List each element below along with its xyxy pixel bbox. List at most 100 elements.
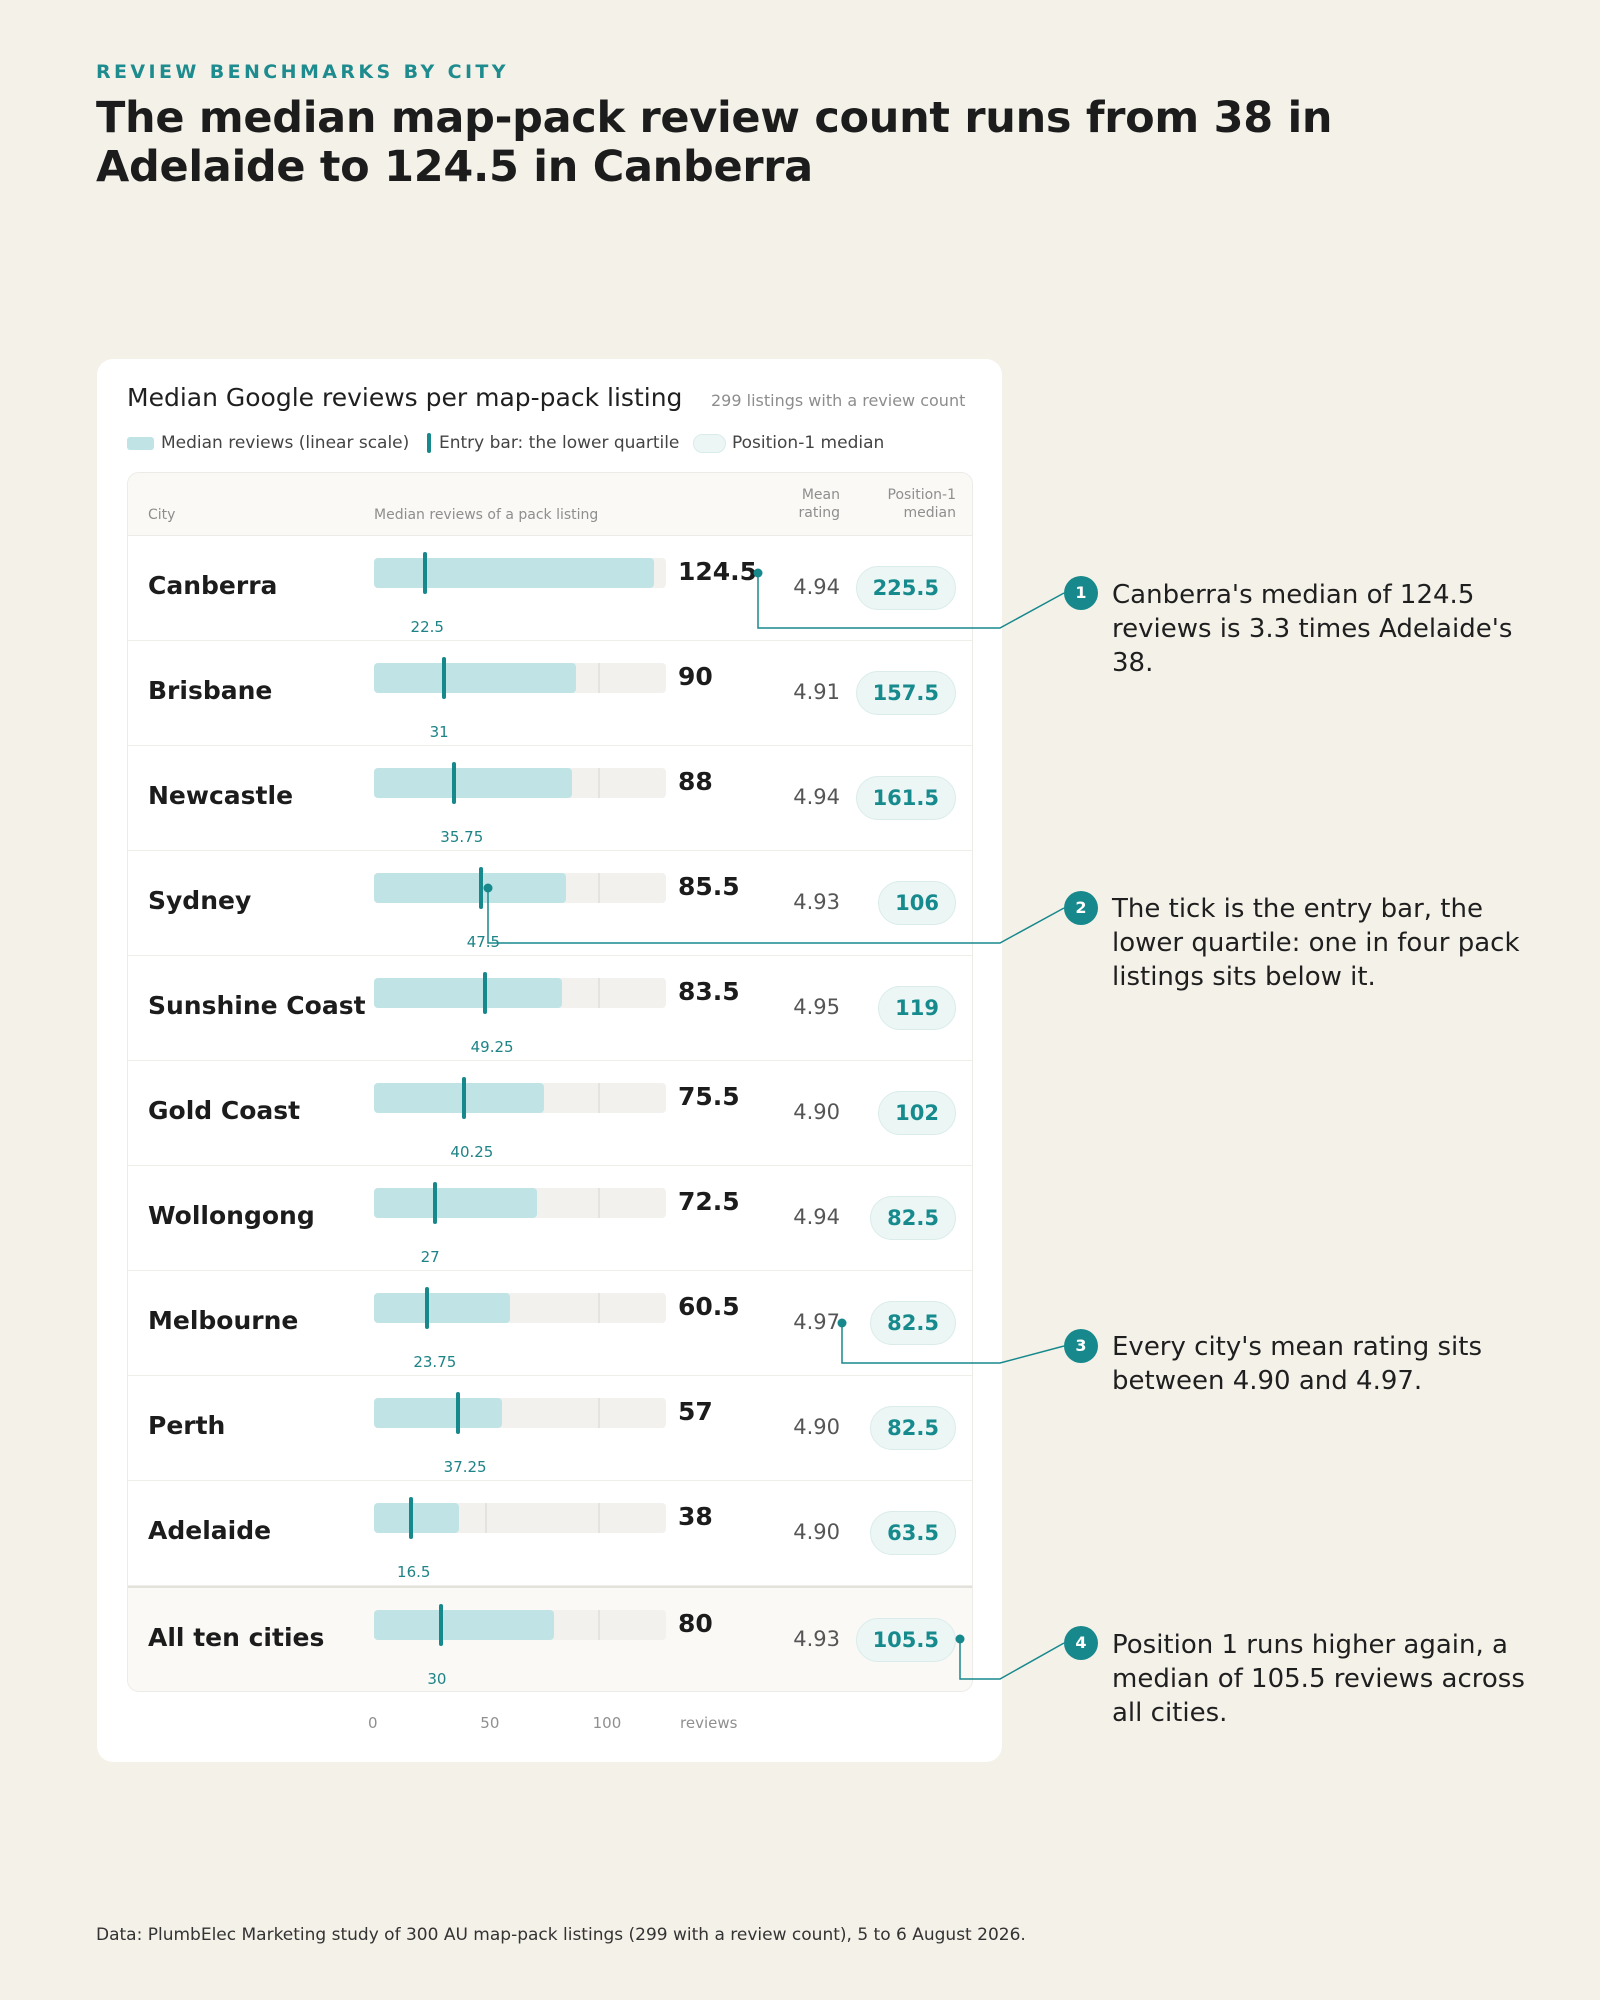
lower-quartile-tick [425, 1287, 430, 1329]
median-value: 75.5 [678, 1082, 740, 1111]
city-name: Canberra [148, 571, 278, 600]
median-bar [374, 1188, 537, 1218]
table-row: Wollongong 27 72.5 4.94 82.5 [128, 1166, 972, 1271]
table-row: Canberra 22.5 124.5 4.94 225.5 [128, 536, 972, 641]
legend-item-entry: Entry bar: the lower quartile [427, 433, 679, 453]
mean-rating: 4.93 [793, 1627, 840, 1651]
legend-item-position1: Position-1 median [693, 433, 884, 453]
lower-quartile-label: 47.5 [466, 933, 501, 951]
median-bar-track: 31 [374, 657, 666, 741]
median-bar [374, 1398, 503, 1428]
table-header: City Median reviews of a pack listing Me… [128, 473, 972, 536]
entry-tick-swatch-icon [427, 433, 431, 453]
mean-rating: 4.90 [793, 1415, 840, 1439]
median-bar-track: 22.5 [374, 552, 666, 636]
lower-quartile-tick [482, 972, 487, 1014]
leader-dot-2 [483, 883, 493, 893]
median-value: 57 [678, 1397, 713, 1426]
median-bar [374, 1503, 460, 1533]
table-row: Melbourne 23.75 60.5 4.97 82.5 [128, 1271, 972, 1376]
chart-title: Median Google reviews per map-pack listi… [127, 383, 683, 412]
lower-quartile-label: 30 [427, 1670, 447, 1688]
lower-quartile-label: 49.25 [470, 1038, 514, 1056]
benchmark-table: City Median reviews of a pack listing Me… [127, 472, 973, 1692]
city-name: Brisbane [148, 676, 273, 705]
x-tick-label: 50 [480, 1714, 500, 1732]
median-bar-track: 35.75 [374, 762, 666, 846]
gridline [597, 1398, 600, 1428]
position1-median-pill: 82.5 [870, 1406, 956, 1450]
median-value: 72.5 [678, 1187, 740, 1216]
median-bar [374, 873, 567, 903]
median-bar [374, 768, 572, 798]
lower-quartile-tick [409, 1497, 414, 1539]
gridline [597, 1293, 600, 1323]
lower-quartile-label: 37.25 [443, 1458, 487, 1476]
median-bar [374, 663, 577, 693]
legend-item-median: Median reviews (linear scale) [127, 433, 409, 453]
city-name: Perth [148, 1411, 226, 1440]
table-row: Sunshine Coast 49.25 83.5 4.95 119 [128, 956, 972, 1061]
gridline [597, 768, 600, 798]
median-value: 80 [678, 1609, 713, 1638]
lower-quartile-label: 27 [420, 1248, 440, 1266]
position1-median-pill: 102 [878, 1091, 956, 1135]
header-rating-line2: rating [798, 505, 840, 521]
table-row: Brisbane 31 90 4.91 157.5 [128, 641, 972, 746]
city-name: Melbourne [148, 1306, 299, 1335]
median-value: 83.5 [678, 977, 740, 1006]
leader-line-4 [959, 1639, 1065, 1680]
median-bar-track: 49.25 [374, 972, 666, 1056]
median-value: 60.5 [678, 1292, 740, 1321]
gridline [597, 1610, 600, 1640]
footnote: Data: PlumbElec Marketing study of 300 A… [96, 1925, 1026, 1945]
mean-rating: 4.97 [793, 1310, 840, 1334]
leader-line-1 [757, 573, 1065, 629]
mean-rating: 4.94 [793, 1205, 840, 1229]
lower-quartile-tick [441, 657, 446, 699]
city-name: All ten cities [148, 1623, 325, 1652]
header-position1: Position-1 median [888, 486, 956, 522]
table-row: Perth 37.25 57 4.90 82.5 [128, 1376, 972, 1481]
position1-median-pill: 63.5 [870, 1511, 956, 1555]
leader-dot-4 [955, 1634, 965, 1644]
x-tick-label: 0 [368, 1714, 378, 1732]
position1-median-pill: 161.5 [855, 776, 956, 820]
city-name: Adelaide [148, 1516, 272, 1545]
lower-quartile-label: 40.25 [450, 1143, 494, 1161]
median-bar [374, 1293, 510, 1323]
median-bar [374, 1083, 544, 1113]
city-name: Sydney [148, 886, 252, 915]
lower-quartile-label: 35.75 [440, 828, 484, 846]
median-bar-track: 23.75 [374, 1287, 666, 1371]
position1-median-pill: 225.5 [855, 566, 956, 610]
table-row: Gold Coast 40.25 75.5 4.90 102 [128, 1061, 972, 1166]
median-swatch-icon [127, 437, 154, 450]
gridline [597, 1188, 600, 1218]
callout-text-2: The tick is the entry bar, the lower qua… [1112, 894, 1520, 992]
mean-rating: 4.95 [793, 995, 840, 1019]
lower-quartile-tick [439, 1604, 444, 1646]
table-row: Adelaide 16.5 38 4.90 63.5 [128, 1481, 972, 1586]
x-axis-unit: reviews [680, 1714, 738, 1732]
mean-rating: 4.91 [793, 680, 840, 704]
position1-median-pill: 106 [878, 881, 956, 925]
gridline [597, 873, 600, 903]
median-bar-track: 37.25 [374, 1392, 666, 1476]
callout-text-1: Canberra's median of 124.5 reviews is 3.… [1112, 580, 1513, 678]
callout-badge-1: 1 [1064, 576, 1098, 610]
position1-median-pill: 119 [878, 986, 956, 1030]
lower-quartile-tick [432, 1182, 437, 1224]
lower-quartile-label: 16.5 [397, 1563, 431, 1581]
headline: The median map-pack review count runs fr… [96, 93, 1333, 192]
eyebrow: REVIEW BENCHMARKS BY CITY [96, 61, 509, 83]
gridline [597, 978, 600, 1008]
header-rating-line1: Mean [801, 487, 840, 503]
callout-badge-4: 4 [1064, 1626, 1098, 1660]
table-row: Newcastle 35.75 88 4.94 161.5 [128, 746, 972, 851]
gridline [597, 663, 600, 693]
median-bar-track: 47.5 [374, 867, 666, 951]
chart-card: Median Google reviews per map-pack listi… [97, 359, 1002, 1762]
x-tick-label: 100 [592, 1714, 622, 1732]
